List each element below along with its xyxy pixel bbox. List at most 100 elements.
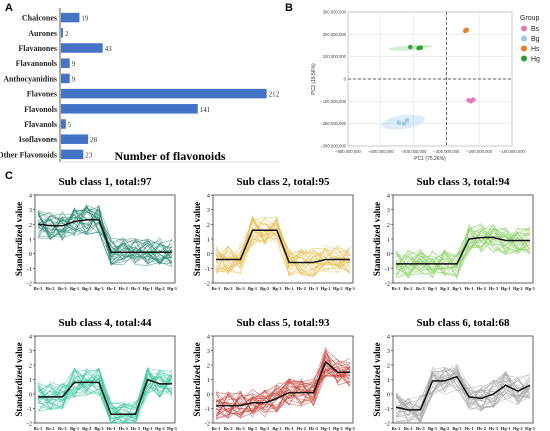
x-tick-label: Hg-1 [321,286,331,291]
y-tick-label: 2 [387,222,390,229]
y-tick-label: 3 [387,207,390,214]
x-tick-label: Hs-1 [464,426,474,431]
x-tick-label: Hs-3 [489,286,499,291]
y-tick-label: −200,000,000 [320,121,346,126]
x-tick-label: Hg-3 [525,426,535,431]
x-tick-label: Hs-2 [477,426,487,431]
subclass-chart-6: Sub class 6, total:68 -2 -1 0 1 2 3 4 Standardiz… [372,317,536,431]
x-tick-label: Hs-3 [131,426,141,431]
bar [61,88,267,99]
x-tick-label: Bg-1 [248,426,258,431]
y-tick-label: 0 [207,251,210,258]
x-tick-label: Hg-2 [513,426,523,431]
scatter-point-hg [418,45,424,50]
y-axis-title: Standardized value [14,202,24,276]
y-tick-label: -1 [385,266,390,273]
x-tick-label: Bs-3 [416,426,425,431]
bar-value-label: 19 [81,15,89,23]
profile-line [395,232,531,271]
profile-line [215,351,351,415]
x-tick-label: Bs-3 [236,426,245,431]
y-tick-label: -1 [27,266,32,273]
profile-line [395,230,531,278]
y-tick-label: 4 [29,334,33,341]
legend-marker-hs [521,45,527,52]
x-tick-label: Hs-2 [119,426,129,431]
x-tick-label: Bg-3 [452,426,462,431]
x-tick-label: Hg-2 [513,286,523,291]
bar-value-label: 28 [90,136,98,144]
scatter-point-bg [396,120,402,125]
pca-scatter-plot: −600,000,000 −500,000,000 −400,000,000 −300… [311,10,540,163]
x-tick-label: Hg-1 [501,426,511,431]
x-tick-label: Hs-3 [309,286,319,291]
x-tick-label: Hs-1 [284,426,294,431]
y-tick-label: 4 [207,193,211,200]
legend-marker-bg [521,35,527,42]
y-tick-label: 0 [29,392,32,399]
y-tick-label: -1 [205,406,210,413]
y-axis-title: Standardized value [372,202,382,276]
x-tick-label: Bg-2 [440,426,450,431]
bar [61,119,66,129]
legend-title: Group [520,15,540,22]
profile-line [215,374,351,420]
y-tick-label: 3 [29,348,32,355]
profile-line [215,229,351,272]
profile-line [395,372,531,416]
profile-line [215,351,351,418]
x-tick-label: Bs-3 [58,426,67,431]
category-label: Flavanols [24,120,57,129]
mean-profile-line [38,378,172,416]
subclass-title: Sub class 5, total:93 [237,317,330,329]
x-tick-label: −600,000,000 [335,149,361,154]
y-tick-label: 0 [344,77,347,82]
x-tick-label: Hg-2 [155,286,165,291]
scatter-point-bg [404,118,410,123]
panel-label-b: B [285,2,293,14]
bar [61,73,70,84]
y-tick-label: 1 [387,237,390,244]
scatter-point-bs [468,99,474,104]
y-tick-label: 2 [387,363,390,370]
x-tick-label: −200,000,000 [466,149,492,154]
x-tick-label: Hs-3 [309,426,319,431]
y-tick-label: 1 [387,377,390,384]
y-tick-label: 0 [387,251,390,258]
y-tick-label: 1 [29,377,32,384]
profile-line [215,371,351,417]
x-tick-label: Bg-1 [70,286,80,291]
x-tick-label: Bs-3 [416,286,425,291]
x-tick-label: Bg-1 [70,426,80,431]
bar-value-label: 2 [65,30,69,38]
x-axis-title: Number of flavonoids [114,149,225,163]
profile-line [215,363,351,414]
profile-line [37,376,173,424]
profile-line [37,208,173,266]
x-tick-label: Bg-1 [428,286,438,291]
bar [61,12,80,23]
bar [61,104,198,114]
legend-label-bg: Bg [531,36,540,43]
y-tick-label: -1 [385,406,390,413]
x-tick-label: Bs-3 [58,286,67,291]
bar [61,58,70,68]
x-tick-label: Bs-3 [236,286,245,291]
y-tick-label: 1 [207,377,210,384]
y-tick-label: −300,000,000 [320,144,346,149]
y-axis-title: Standardized value [192,202,202,276]
x-tick-label: −400,000,000 [401,149,427,154]
y-tick-label: 3 [207,348,210,355]
x-tick-label: Hg-1 [501,286,511,291]
bar-value-label: 23 [85,151,93,159]
y-tick-label: 2 [207,363,210,370]
x-tick-label: Bs-1 [34,426,43,431]
profile-line [37,370,173,424]
x-tick-label: Hs-3 [489,426,499,431]
y-tick-label: 2 [207,222,210,229]
x-tick-label: Bg-3 [272,286,282,291]
y-tick-label: -2 [385,421,390,428]
x-tick-label: Bg-3 [452,286,462,291]
x-tick-label: Hs-2 [119,286,129,291]
profile-line [37,204,173,266]
